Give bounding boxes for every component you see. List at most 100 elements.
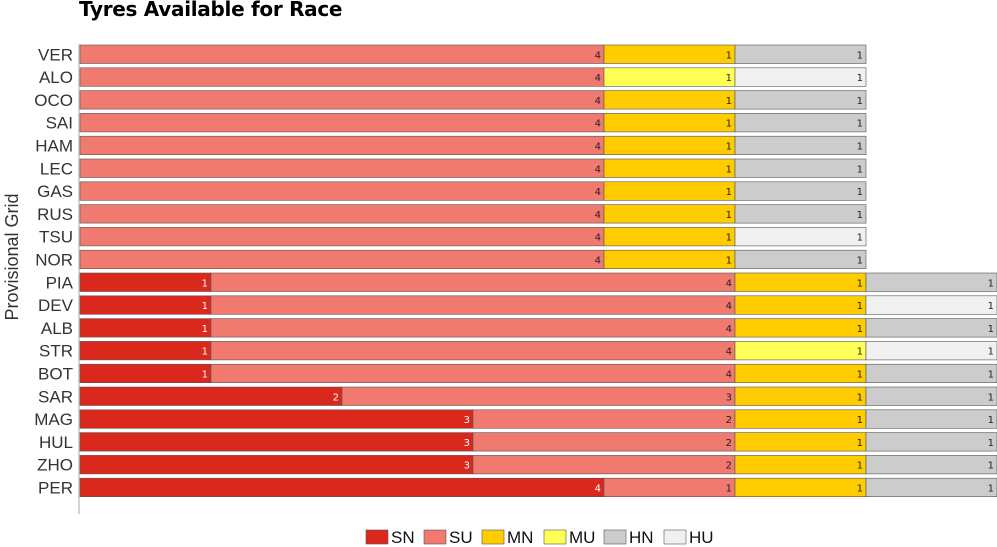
y-tick-label-tsu: TSU	[39, 228, 73, 247]
data-label-zho-hn: 1	[988, 461, 994, 472]
bar-ver-su	[79, 44, 605, 64]
bar-mag-sn	[79, 409, 474, 429]
bar-ver-hn	[734, 44, 867, 64]
data-label-gas-mn: 1	[726, 187, 732, 198]
data-label-sai-mn: 1	[726, 119, 732, 130]
y-tick-label-alo: ALO	[39, 68, 73, 87]
bar-tsu-mn	[603, 227, 736, 247]
legend-label-sn: SN	[391, 528, 415, 547]
bar-oco-hn	[734, 90, 867, 110]
legend-label-su: SU	[449, 528, 473, 547]
bar-alo-hu	[734, 67, 867, 87]
bar-bot-su	[210, 363, 736, 384]
y-tick-label-sai: SAI	[46, 114, 73, 133]
data-label-alo-mu: 1	[726, 73, 732, 84]
bar-bot-hn	[865, 363, 997, 384]
bar-bot-mn	[734, 363, 867, 384]
bar-nor-su	[79, 249, 605, 269]
data-label-zho-sn: 3	[464, 461, 470, 472]
y-tick-label-bot: BOT	[38, 364, 73, 383]
bar-per-hn	[865, 477, 997, 498]
bar-nor-mn	[603, 249, 736, 269]
bar-str-mu	[734, 341, 867, 361]
bar-rus-hn	[734, 204, 867, 224]
data-label-ham-hn: 1	[857, 141, 863, 152]
legend-label-mn: MN	[507, 528, 533, 547]
data-label-str-su: 4	[726, 347, 732, 358]
data-label-nor-su: 4	[595, 255, 601, 266]
data-label-oco-hn: 1	[857, 96, 863, 107]
bar-pia-su	[210, 272, 736, 292]
bar-str-sn	[79, 341, 212, 361]
data-label-dev-hu: 1	[988, 301, 994, 312]
bar-pia-sn	[79, 272, 212, 292]
bar-lec-mn	[603, 158, 736, 178]
data-label-alo-su: 4	[595, 73, 601, 84]
bar-pia-mn	[734, 272, 867, 292]
data-label-lec-su: 4	[595, 164, 601, 175]
y-tick-label-rus: RUS	[37, 205, 73, 224]
data-label-rus-hn: 1	[857, 210, 863, 221]
bar-tsu-su	[79, 227, 605, 247]
data-label-lec-mn: 1	[726, 164, 732, 175]
bar-mag-hn	[865, 409, 997, 429]
data-label-gas-hn: 1	[857, 187, 863, 198]
legend-label-mu: MU	[569, 528, 595, 547]
y-tick-label-nor: NOR	[35, 250, 73, 269]
data-label-pia-mn: 1	[857, 278, 863, 289]
y-tick-label-gas: GAS	[37, 182, 73, 201]
bar-sar-mn	[734, 386, 867, 406]
legend-swatch-hn	[603, 529, 627, 545]
bar-str-hu	[865, 341, 997, 361]
data-label-str-sn: 1	[202, 347, 208, 358]
data-label-dev-su: 4	[726, 301, 732, 312]
bar-mag-su	[472, 409, 736, 429]
y-tick-label-alb: ALB	[41, 319, 73, 338]
data-label-zho-su: 2	[726, 461, 732, 472]
data-label-rus-mn: 1	[726, 210, 732, 221]
bar-gas-su	[79, 181, 605, 201]
bar-rus-su	[79, 204, 605, 224]
data-label-oco-mn: 1	[726, 96, 732, 107]
data-label-sar-hn: 1	[988, 392, 994, 403]
data-label-ver-mn: 1	[726, 50, 732, 61]
bar-bot-sn	[79, 363, 212, 384]
bar-rus-mn	[603, 204, 736, 224]
data-label-pia-sn: 1	[202, 278, 208, 289]
bar-dev-mn	[734, 295, 867, 315]
data-label-per-su: 1	[726, 483, 732, 494]
data-label-tsu-hu: 1	[857, 233, 863, 244]
bar-gas-hn	[734, 181, 867, 201]
data-label-mag-mn: 1	[857, 415, 863, 426]
data-label-alb-hn: 1	[988, 324, 994, 335]
y-tick-label-oco: OCO	[34, 91, 73, 110]
bar-hul-su	[472, 432, 736, 452]
data-label-bot-mn: 1	[857, 369, 863, 380]
data-label-alb-su: 4	[726, 324, 732, 335]
legend-swatch-mu	[543, 529, 567, 545]
data-label-pia-hn: 1	[988, 278, 994, 289]
bar-hul-mn	[734, 432, 867, 452]
y-tick-label-ham: HAM	[35, 136, 73, 155]
bar-mag-mn	[734, 409, 867, 429]
bar-alb-su	[210, 318, 736, 338]
bar-per-su	[603, 477, 736, 498]
data-label-lec-hn: 1	[857, 164, 863, 175]
bar-nor-hn	[734, 249, 867, 269]
bar-alb-hn	[865, 318, 997, 338]
data-label-tsu-su: 4	[595, 233, 601, 244]
data-label-alb-mn: 1	[857, 324, 863, 335]
data-label-ver-hn: 1	[857, 50, 863, 61]
bar-sar-hn	[865, 386, 997, 406]
legend-label-hu: HU	[689, 528, 714, 547]
bars-group: 4 1 1 4 1 1 4 1 1 4 1 1 4 1 1 4 1 1 4 1 1 4 1 1 4 1 1 4 1 1 1 4 1 1 1 4 1 1 1 4…	[79, 44, 997, 498]
y-tick-label-mag: MAG	[34, 410, 73, 429]
bar-alb-mn	[734, 318, 867, 338]
y-tick-label-pia: PIA	[46, 273, 74, 292]
bar-pia-hn	[865, 272, 997, 292]
legend-swatch-su	[423, 529, 447, 545]
data-label-dev-sn: 1	[202, 301, 208, 312]
bar-ham-su	[79, 135, 605, 155]
data-label-mag-sn: 3	[464, 415, 470, 426]
